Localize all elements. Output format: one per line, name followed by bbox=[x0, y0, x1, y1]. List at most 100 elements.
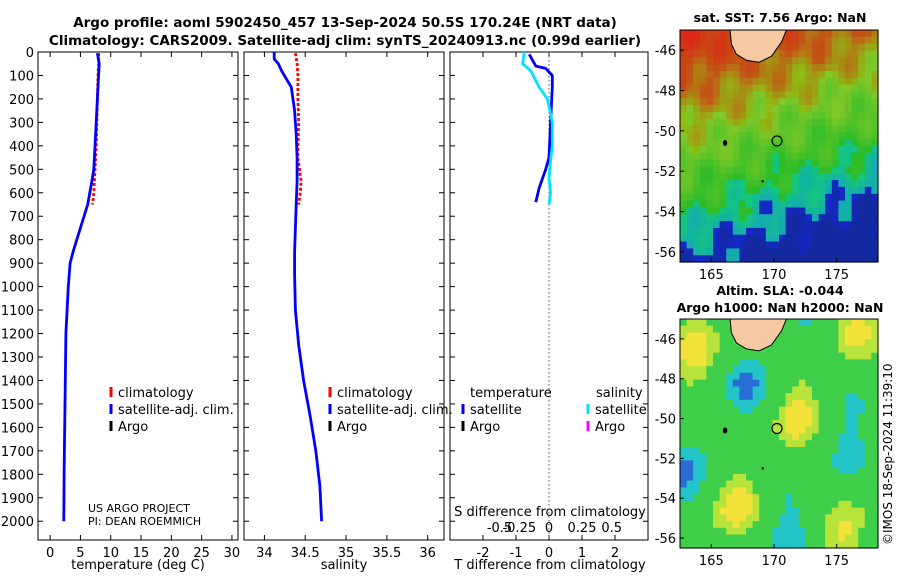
sla-map-cell bbox=[686, 440, 694, 448]
sla-map-cell bbox=[818, 399, 826, 408]
sst-map-cell bbox=[759, 77, 767, 86]
sla-map-cell bbox=[864, 426, 872, 435]
sla-map-cell bbox=[845, 514, 853, 522]
sst-map-cell bbox=[686, 152, 694, 161]
sla-map-cell bbox=[864, 386, 872, 394]
sst-map-cell bbox=[805, 173, 813, 181]
sla-map-cell bbox=[765, 521, 773, 529]
sst-map-cell bbox=[779, 132, 787, 140]
sst-map-cell bbox=[785, 207, 793, 215]
sla-map-cell bbox=[779, 399, 787, 408]
sst-map-cell bbox=[851, 111, 859, 120]
sst-map-cell bbox=[851, 98, 859, 106]
sla-map-cell bbox=[752, 379, 760, 387]
sla-map-cell bbox=[765, 534, 773, 542]
sst-map-cell bbox=[818, 180, 826, 188]
sst-map-cell bbox=[739, 241, 747, 249]
sst-map-cell bbox=[831, 186, 839, 195]
sst-map-cell bbox=[805, 91, 813, 99]
sla-map-cell bbox=[699, 366, 707, 374]
sst-map-cell bbox=[838, 152, 846, 161]
sst-map-cell bbox=[831, 207, 839, 215]
sla-map-cell bbox=[838, 379, 846, 387]
sla-map-cell bbox=[752, 527, 760, 536]
sst-map-cell bbox=[726, 193, 734, 202]
sst-map-cell bbox=[719, 214, 727, 222]
sst-map-cell bbox=[871, 234, 879, 243]
sla-map-cell bbox=[838, 332, 846, 340]
sst-map-cell bbox=[792, 70, 800, 79]
sla-map-cell bbox=[699, 345, 707, 354]
sla-map-cell bbox=[805, 473, 813, 482]
sla-map-cell bbox=[746, 386, 754, 394]
sst-map-cell bbox=[792, 43, 800, 51]
sla-map-cell bbox=[759, 379, 767, 387]
sst-map-cell bbox=[845, 30, 853, 38]
sst-map-cell bbox=[739, 221, 747, 229]
sst-map-cell bbox=[686, 132, 694, 140]
sla-map-cell bbox=[752, 473, 760, 482]
sla-map-cell bbox=[686, 467, 694, 475]
sla-map-cell bbox=[706, 359, 714, 367]
sla-map-cell bbox=[831, 420, 839, 428]
sla-map-cell bbox=[680, 359, 688, 367]
sst-map-cell bbox=[779, 207, 787, 215]
sst-map-cell bbox=[858, 57, 866, 65]
legend-title-temperature: temperature bbox=[470, 386, 552, 401]
sst-map-cell bbox=[845, 248, 853, 256]
sla-map-cell bbox=[726, 413, 734, 421]
sst-map-cell bbox=[798, 98, 806, 106]
legend-label-difference: Argo bbox=[595, 420, 625, 435]
sla-map-cell bbox=[699, 460, 707, 468]
sla-map-cell bbox=[864, 534, 872, 542]
sla-map-cell bbox=[871, 507, 879, 515]
depth-tick-label: 1700 bbox=[1, 445, 34, 460]
sst-map-cell bbox=[719, 200, 727, 208]
sst-map-cell bbox=[699, 36, 707, 45]
sst-map-cell bbox=[726, 132, 734, 140]
sst-map-cell bbox=[805, 221, 813, 229]
sla-map-cell bbox=[732, 352, 740, 360]
sla-map-cell bbox=[693, 467, 701, 475]
sst-map-cell bbox=[798, 241, 806, 249]
sst-map-cell bbox=[680, 193, 688, 202]
sst-map-cell bbox=[772, 207, 780, 215]
sla-map-cell bbox=[871, 372, 879, 381]
sst-map-cell bbox=[785, 139, 793, 147]
sst-map-cell bbox=[871, 180, 879, 188]
sst-map-cell bbox=[792, 77, 800, 86]
legend-label-difference: Argo bbox=[470, 420, 500, 435]
sst-map-cell bbox=[686, 36, 694, 45]
sla-map-cell bbox=[818, 507, 826, 515]
sla-map-cell bbox=[845, 406, 853, 414]
sla-map-cell bbox=[785, 372, 793, 381]
sla-map-cell bbox=[726, 440, 734, 448]
sst-map-cell bbox=[752, 207, 760, 215]
sla-map-cell bbox=[792, 507, 800, 515]
sla-map-cell bbox=[706, 352, 714, 360]
sst-map-cell bbox=[812, 91, 820, 99]
sla-map-cell bbox=[719, 386, 727, 394]
sst-map-cell bbox=[726, 234, 734, 243]
sst-map-cell bbox=[785, 214, 793, 222]
sst-map-cell bbox=[838, 43, 846, 51]
depth-tick-label: 1300 bbox=[1, 351, 34, 366]
sst-map-cell bbox=[746, 64, 754, 72]
sst-map-cell bbox=[805, 255, 813, 263]
sla-map-cell bbox=[798, 534, 806, 542]
sla-map-cell bbox=[765, 413, 773, 421]
sst-map-cell bbox=[686, 30, 694, 38]
sst-map-cell bbox=[871, 146, 879, 154]
sla-map-xtick-label: 165 bbox=[699, 554, 724, 569]
sst-map-cell bbox=[699, 125, 707, 133]
sla-map-cell bbox=[845, 420, 853, 428]
sla-map-cell bbox=[759, 494, 767, 502]
sst-map-cell bbox=[825, 98, 833, 106]
sst-map-cell bbox=[693, 186, 701, 195]
sla-map-cell bbox=[739, 527, 747, 536]
sla-map-cell bbox=[785, 521, 793, 529]
sst-map-cell bbox=[765, 173, 773, 181]
sla-map-cell bbox=[812, 345, 820, 354]
sla-map-cell bbox=[732, 413, 740, 421]
sst-map-cell bbox=[851, 255, 859, 263]
